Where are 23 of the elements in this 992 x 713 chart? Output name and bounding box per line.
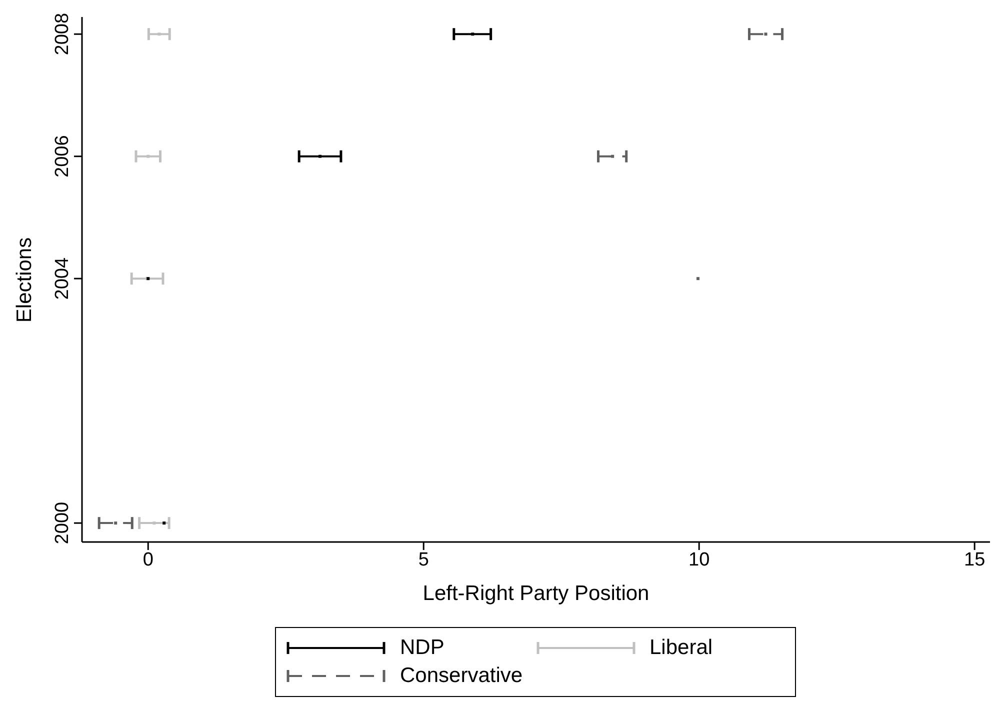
point (146, 154, 150, 158)
x-axis-title: Left-Right Party Position (422, 582, 650, 606)
x-tick-label: 10 (688, 549, 710, 570)
point (471, 32, 474, 36)
x-tick-label: 0 (142, 549, 154, 570)
point (158, 32, 161, 36)
legend-label: NDP (400, 636, 444, 660)
point (696, 277, 700, 280)
point (114, 522, 118, 525)
point (611, 154, 614, 158)
y-tick-label: 2006 (52, 135, 73, 178)
y-axis-title: Elections (13, 237, 37, 323)
y-tick-label: 2000 (52, 502, 73, 544)
y-tick-label: 2004 (52, 257, 73, 300)
point (764, 32, 768, 36)
legend-label: Conservative (400, 664, 523, 688)
point (162, 522, 166, 525)
legend-label: Liberal (650, 636, 713, 660)
x-tick-label: 15 (964, 549, 986, 570)
point (318, 154, 322, 158)
point (152, 522, 156, 525)
y-tick-label: 2008 (52, 12, 73, 56)
x-tick-label: 5 (418, 549, 429, 570)
